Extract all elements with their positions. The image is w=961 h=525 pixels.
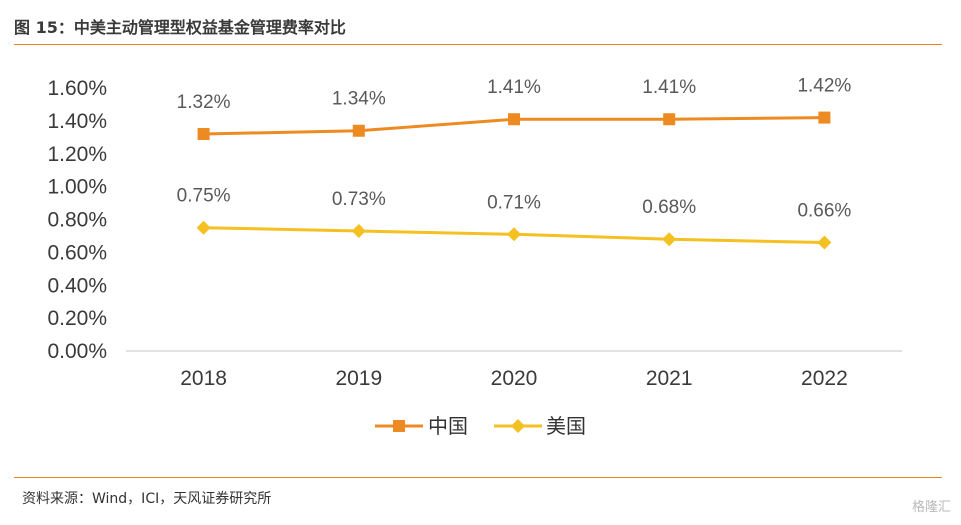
y-tick-label: 1.20% (47, 143, 107, 166)
chart-series: 1.32% 1.34% 1.41% 1.41% 1.42% 0.75% 0.73% 0.71%… (177, 76, 851, 250)
data-label: 0.66% (797, 201, 851, 222)
series-usa: 0.75% 0.73% 0.71% 0.68% 0.66% (177, 186, 851, 250)
x-tick-label: 2018 (180, 367, 227, 390)
y-tick-label: 1.40% (47, 110, 107, 133)
data-point-diamond (351, 224, 366, 239)
y-tick-label: 0.40% (47, 274, 107, 297)
y-tick-label: 1.60% (47, 77, 107, 100)
legend-label: 美国 (546, 414, 586, 438)
data-label: 1.41% (487, 77, 541, 98)
watermark-logo: 格隆汇 (911, 500, 951, 515)
y-axis: 0.00% 0.20% 0.40% 0.60% 0.80% 1.00% 1.20% 1.40%… (47, 77, 107, 363)
legend-label: 中国 (428, 414, 468, 438)
y-tick-label: 1.00% (47, 176, 107, 199)
figure-title: 图 15：中美主动管理型权益基金管理费率对比 (14, 18, 346, 37)
data-point-diamond (196, 220, 211, 235)
legend-item-china: 中国 (375, 414, 468, 438)
x-tick-label: 2019 (335, 367, 382, 390)
data-label: 0.73% (332, 189, 386, 210)
data-point-square (352, 124, 365, 137)
data-point-square (508, 113, 520, 126)
data-label: 1.34% (332, 89, 386, 110)
data-point-square (393, 420, 405, 432)
x-tick-label: 2022 (801, 367, 848, 390)
data-point-diamond (511, 419, 525, 433)
data-label: 1.42% (797, 76, 851, 97)
data-label: 0.75% (177, 186, 231, 207)
legend-item-usa: 美国 (494, 414, 586, 438)
data-point-diamond (662, 232, 677, 247)
x-tick-label: 2021 (646, 367, 693, 390)
data-label: 1.32% (177, 92, 231, 113)
data-point-square (663, 113, 676, 126)
x-tick-label: 2020 (491, 367, 538, 390)
data-point-square (818, 111, 831, 124)
y-tick-label: 0.60% (47, 241, 107, 264)
source-note: 资料来源：Wind，ICI，天风证券研究所 (22, 491, 272, 507)
y-tick-label: 0.20% (47, 307, 107, 330)
y-tick-label: 0.00% (47, 340, 107, 363)
data-label: 1.41% (642, 77, 696, 98)
chart-legend: 中国 美国 (375, 414, 586, 438)
data-label: 0.71% (487, 192, 541, 213)
data-point-diamond (817, 235, 832, 250)
top-divider (14, 44, 942, 45)
line-chart: 0.00% 0.20% 0.40% 0.60% 0.80% 1.00% 1.20% 1.40%… (47, 76, 902, 438)
x-axis: 2018 2019 2020 2021 2022 (180, 367, 848, 390)
series-china: 1.32% 1.34% 1.41% 1.41% 1.42% (177, 76, 851, 141)
data-point-diamond (507, 227, 521, 242)
data-label: 0.68% (642, 197, 696, 218)
data-point-square (197, 128, 210, 141)
y-tick-label: 0.80% (47, 209, 107, 232)
bottom-divider (14, 477, 942, 478)
